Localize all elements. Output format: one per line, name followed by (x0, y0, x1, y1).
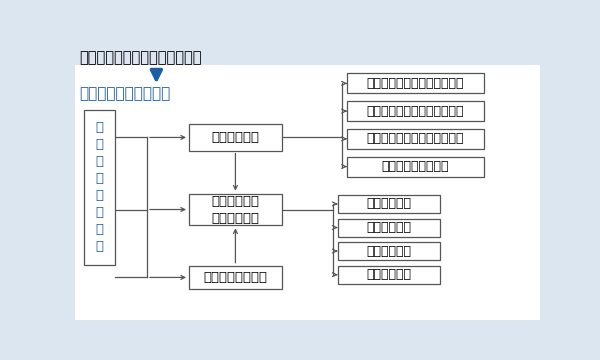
FancyBboxPatch shape (189, 266, 282, 289)
FancyBboxPatch shape (347, 157, 484, 176)
FancyBboxPatch shape (84, 110, 115, 265)
FancyBboxPatch shape (347, 129, 484, 149)
Text: 会计要素定义及其确认和计量: 会计要素定义及其确认和计量 (367, 132, 464, 145)
FancyBboxPatch shape (338, 242, 440, 260)
FancyBboxPatch shape (347, 73, 484, 93)
Text: 会计准则解释公告: 会计准则解释公告 (203, 271, 268, 284)
FancyBboxPatch shape (189, 194, 282, 225)
Text: 特殊行业准则: 特殊行业准则 (367, 244, 412, 258)
FancyBboxPatch shape (338, 219, 440, 237)
FancyBboxPatch shape (75, 43, 540, 320)
Text: 具体会计准则
及其运用指南: 具体会计准则 及其运用指南 (211, 194, 259, 225)
Text: 财务报告和财务报表: 财务报告和财务报表 (382, 160, 449, 173)
Text: 会计核算基本前提和一般原则: 会计核算基本前提和一般原则 (367, 105, 464, 118)
FancyBboxPatch shape (189, 124, 282, 150)
Text: 财务报告目标和会计信息质量: 财务报告目标和会计信息质量 (367, 77, 464, 90)
Text: 基本会计准则: 基本会计准则 (211, 131, 259, 144)
Text: 财务报告准则: 财务报告准则 (367, 221, 412, 234)
Text: 特殊业务准则: 特殊业务准则 (367, 268, 412, 281)
FancyBboxPatch shape (347, 101, 484, 121)
FancyBboxPatch shape (75, 66, 540, 320)
FancyBboxPatch shape (338, 266, 440, 284)
Text: 一般业务准则: 一般业务准则 (367, 198, 412, 211)
FancyBboxPatch shape (338, 195, 440, 213)
Text: 中
国
会
计
准
则
体
系: 中 国 会 计 准 则 体 系 (95, 121, 104, 253)
Text: 正文＋应用指南＋说明: 正文＋应用指南＋说明 (80, 86, 171, 101)
Text: 基本准则＋具体准则＋解释公告: 基本准则＋具体准则＋解释公告 (80, 50, 202, 65)
